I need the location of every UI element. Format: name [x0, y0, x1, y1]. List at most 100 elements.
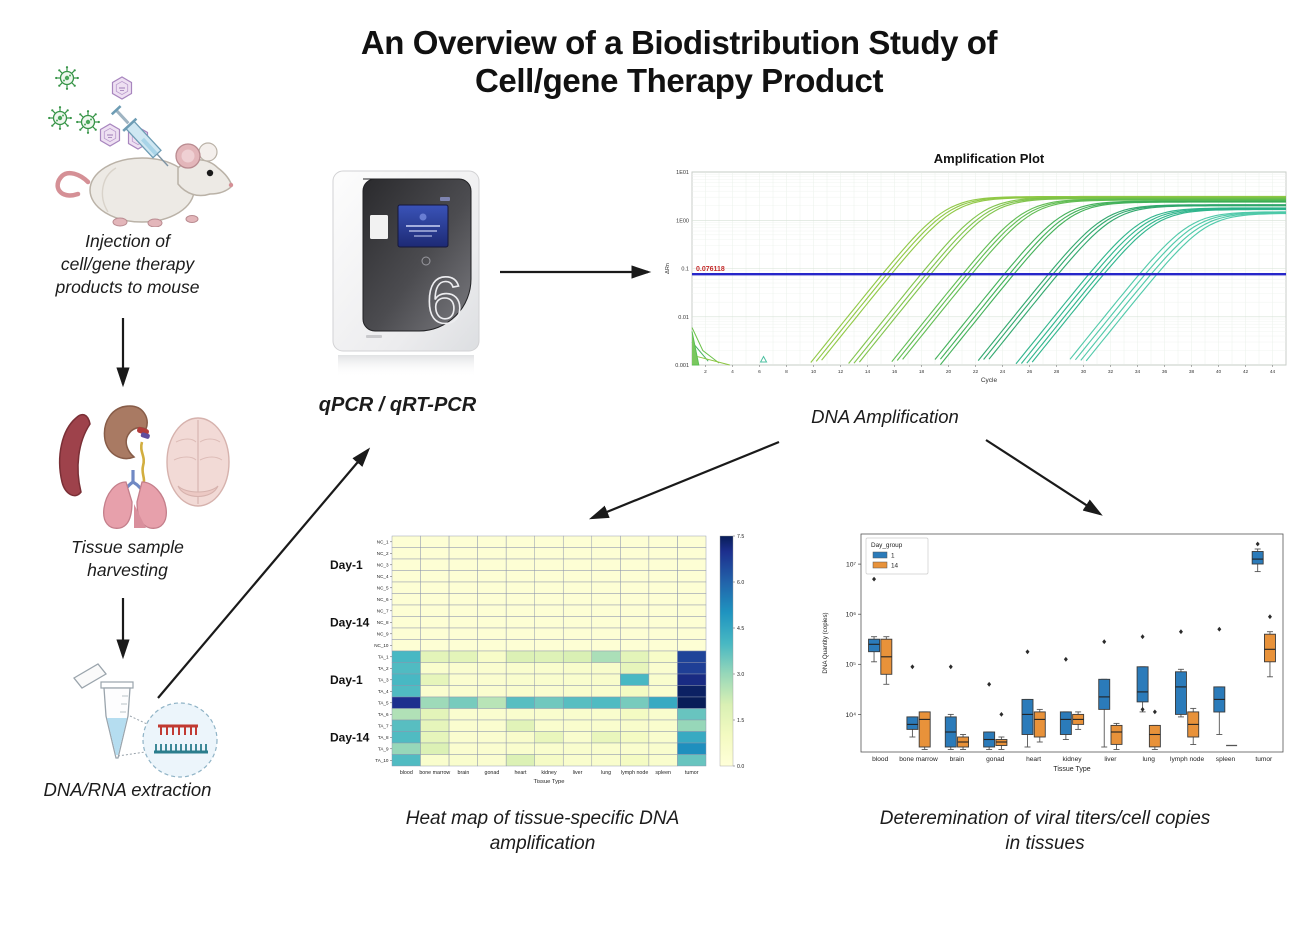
svg-text:12: 12 — [838, 369, 844, 375]
svg-text:liver: liver — [1104, 756, 1117, 763]
svg-text:Tissue Type: Tissue Type — [534, 779, 565, 785]
svg-text:TA_10: TA_10 — [375, 758, 389, 763]
svg-text:NC_3: NC_3 — [377, 563, 389, 568]
machine-screen — [397, 197, 450, 248]
harvest-caption: Tissue sample harvesting — [71, 537, 184, 581]
mouse-tail — [55, 170, 91, 198]
svg-text:TA_1: TA_1 — [378, 654, 389, 659]
svg-text:TA_9: TA_9 — [378, 746, 389, 751]
svg-text:lymph node: lymph node — [621, 770, 648, 776]
svg-text:TA_3: TA_3 — [378, 677, 389, 682]
svg-text:Amplification Plot: Amplification Plot — [934, 151, 1045, 166]
svg-text:14: 14 — [865, 369, 871, 375]
spleen-icon — [58, 413, 91, 497]
svg-text:4.5: 4.5 — [737, 626, 744, 632]
svg-text:34: 34 — [1135, 369, 1141, 375]
svg-text:DNA Quantity (copies): DNA Quantity (copies) — [822, 612, 829, 673]
svg-text:NC_9: NC_9 — [377, 632, 389, 637]
svg-text:1: 1 — [891, 553, 895, 560]
svg-text:heart: heart — [514, 770, 527, 776]
svg-text:NC_1: NC_1 — [377, 539, 389, 544]
svg-text:blood: blood — [872, 756, 888, 763]
svg-text:blood: blood — [400, 770, 413, 776]
syringe-icon — [110, 105, 169, 167]
svg-text:1.5: 1.5 — [737, 718, 744, 724]
svg-text:NC_4: NC_4 — [377, 574, 389, 579]
dna-amplification-caption: DNA Amplification — [811, 406, 959, 427]
svg-text:36: 36 — [1162, 369, 1168, 375]
svg-text:38: 38 — [1189, 369, 1195, 375]
svg-text:14: 14 — [891, 563, 899, 570]
arrow-amp-to-boxplot — [985, 439, 1103, 516]
svg-text:10: 10 — [811, 369, 817, 375]
svg-text:6.0: 6.0 — [737, 580, 744, 586]
svg-text:0.076118: 0.076118 — [696, 266, 725, 273]
svg-text:spleen: spleen — [1216, 756, 1236, 763]
svg-text:26: 26 — [1027, 369, 1033, 375]
svg-text:lung: lung — [601, 770, 611, 776]
qpcr-caption: qPCR / qRT-PCR — [318, 394, 477, 416]
svg-text:7.5: 7.5 — [737, 534, 744, 540]
magnifier-circle — [142, 702, 218, 778]
qpcr-machine: 6 — [332, 170, 480, 377]
svg-text:40: 40 — [1216, 369, 1222, 375]
amplification-plot-chart: Amplification Plot 0.076118 1E01 1E00 0.1 0.0… — [665, 151, 1287, 384]
svg-text:gonad: gonad — [485, 770, 500, 776]
svg-text:42: 42 — [1243, 369, 1249, 375]
dna-fragments-icon — [154, 724, 208, 754]
svg-text:28: 28 — [1054, 369, 1060, 375]
svg-text:Tissue Type: Tissue Type — [1053, 766, 1090, 773]
mouse-injection-icon — [55, 105, 234, 227]
svg-text:liver: liver — [573, 770, 583, 776]
page-title: An Overview of a Biodistribution Study o… — [120, 24, 1238, 101]
svg-text:TA_4: TA_4 — [378, 689, 389, 694]
svg-text:TA_2: TA_2 — [378, 666, 389, 671]
svg-text:bone marrow: bone marrow — [899, 756, 938, 763]
svg-text:20: 20 — [946, 369, 952, 375]
kidney-icon — [103, 405, 150, 487]
svg-text:6: 6 — [758, 369, 761, 375]
svg-text:1E00: 1E00 — [676, 218, 689, 224]
brain-icon — [166, 417, 230, 507]
svg-text:0.001: 0.001 — [675, 363, 689, 369]
lungs-icon — [103, 470, 167, 529]
svg-text:10⁴: 10⁴ — [846, 712, 857, 719]
injection-caption: Injection of cell/gene therapy products … — [55, 231, 200, 298]
svg-text:NC_6: NC_6 — [377, 597, 389, 602]
heatmap-caption: Heat map of tissue-specific DNA amplific… — [405, 808, 680, 854]
svg-text:NC_7: NC_7 — [377, 609, 389, 614]
svg-text:Day-14: Day-14 — [330, 615, 370, 629]
extraction-tube-icon — [73, 663, 218, 778]
svg-text:TA_6: TA_6 — [378, 712, 389, 717]
svg-text:TA_5: TA_5 — [378, 700, 389, 705]
mouse-eye — [206, 169, 214, 177]
svg-text:Day-14: Day-14 — [330, 730, 370, 744]
svg-text:tumor: tumor — [685, 770, 699, 776]
svg-text:NC_8: NC_8 — [377, 620, 389, 625]
machine-label — [370, 215, 388, 239]
boxplot-caption: Deteremination of viral titers/cell copi… — [879, 808, 1211, 854]
svg-text:brain: brain — [458, 770, 470, 776]
svg-text:0.01: 0.01 — [678, 315, 689, 321]
svg-text:Day-1: Day-1 — [330, 673, 363, 687]
svg-text:TA_7: TA_7 — [378, 723, 389, 728]
svg-text:16: 16 — [892, 369, 898, 375]
svg-text:TA_8: TA_8 — [378, 735, 389, 740]
svg-text:30: 30 — [1081, 369, 1087, 375]
title-line-1: An Overview of a Biodistribution Study o… — [360, 24, 998, 61]
svg-text:32: 32 — [1108, 369, 1114, 375]
svg-text:kidney: kidney — [1062, 756, 1082, 763]
svg-text:24: 24 — [1000, 369, 1006, 375]
svg-text:tumor: tumor — [1255, 756, 1273, 763]
svg-text:ΔRn: ΔRn — [665, 263, 671, 274]
svg-text:gonad: gonad — [986, 756, 1005, 763]
titer-boxplot-chart: 10⁷ 10⁶ 10⁵ 10⁴ blood bone marrow brain gonad he… — [822, 533, 1284, 773]
machine-digit-6: 6 — [426, 263, 463, 337]
svg-text:10⁷: 10⁷ — [846, 562, 857, 569]
extraction-caption: DNA/RNA extraction — [43, 779, 212, 800]
svg-text:2: 2 — [704, 369, 707, 375]
svg-text:8: 8 — [785, 369, 788, 375]
svg-text:heart: heart — [1026, 756, 1041, 763]
svg-text:Day-1: Day-1 — [330, 558, 363, 572]
